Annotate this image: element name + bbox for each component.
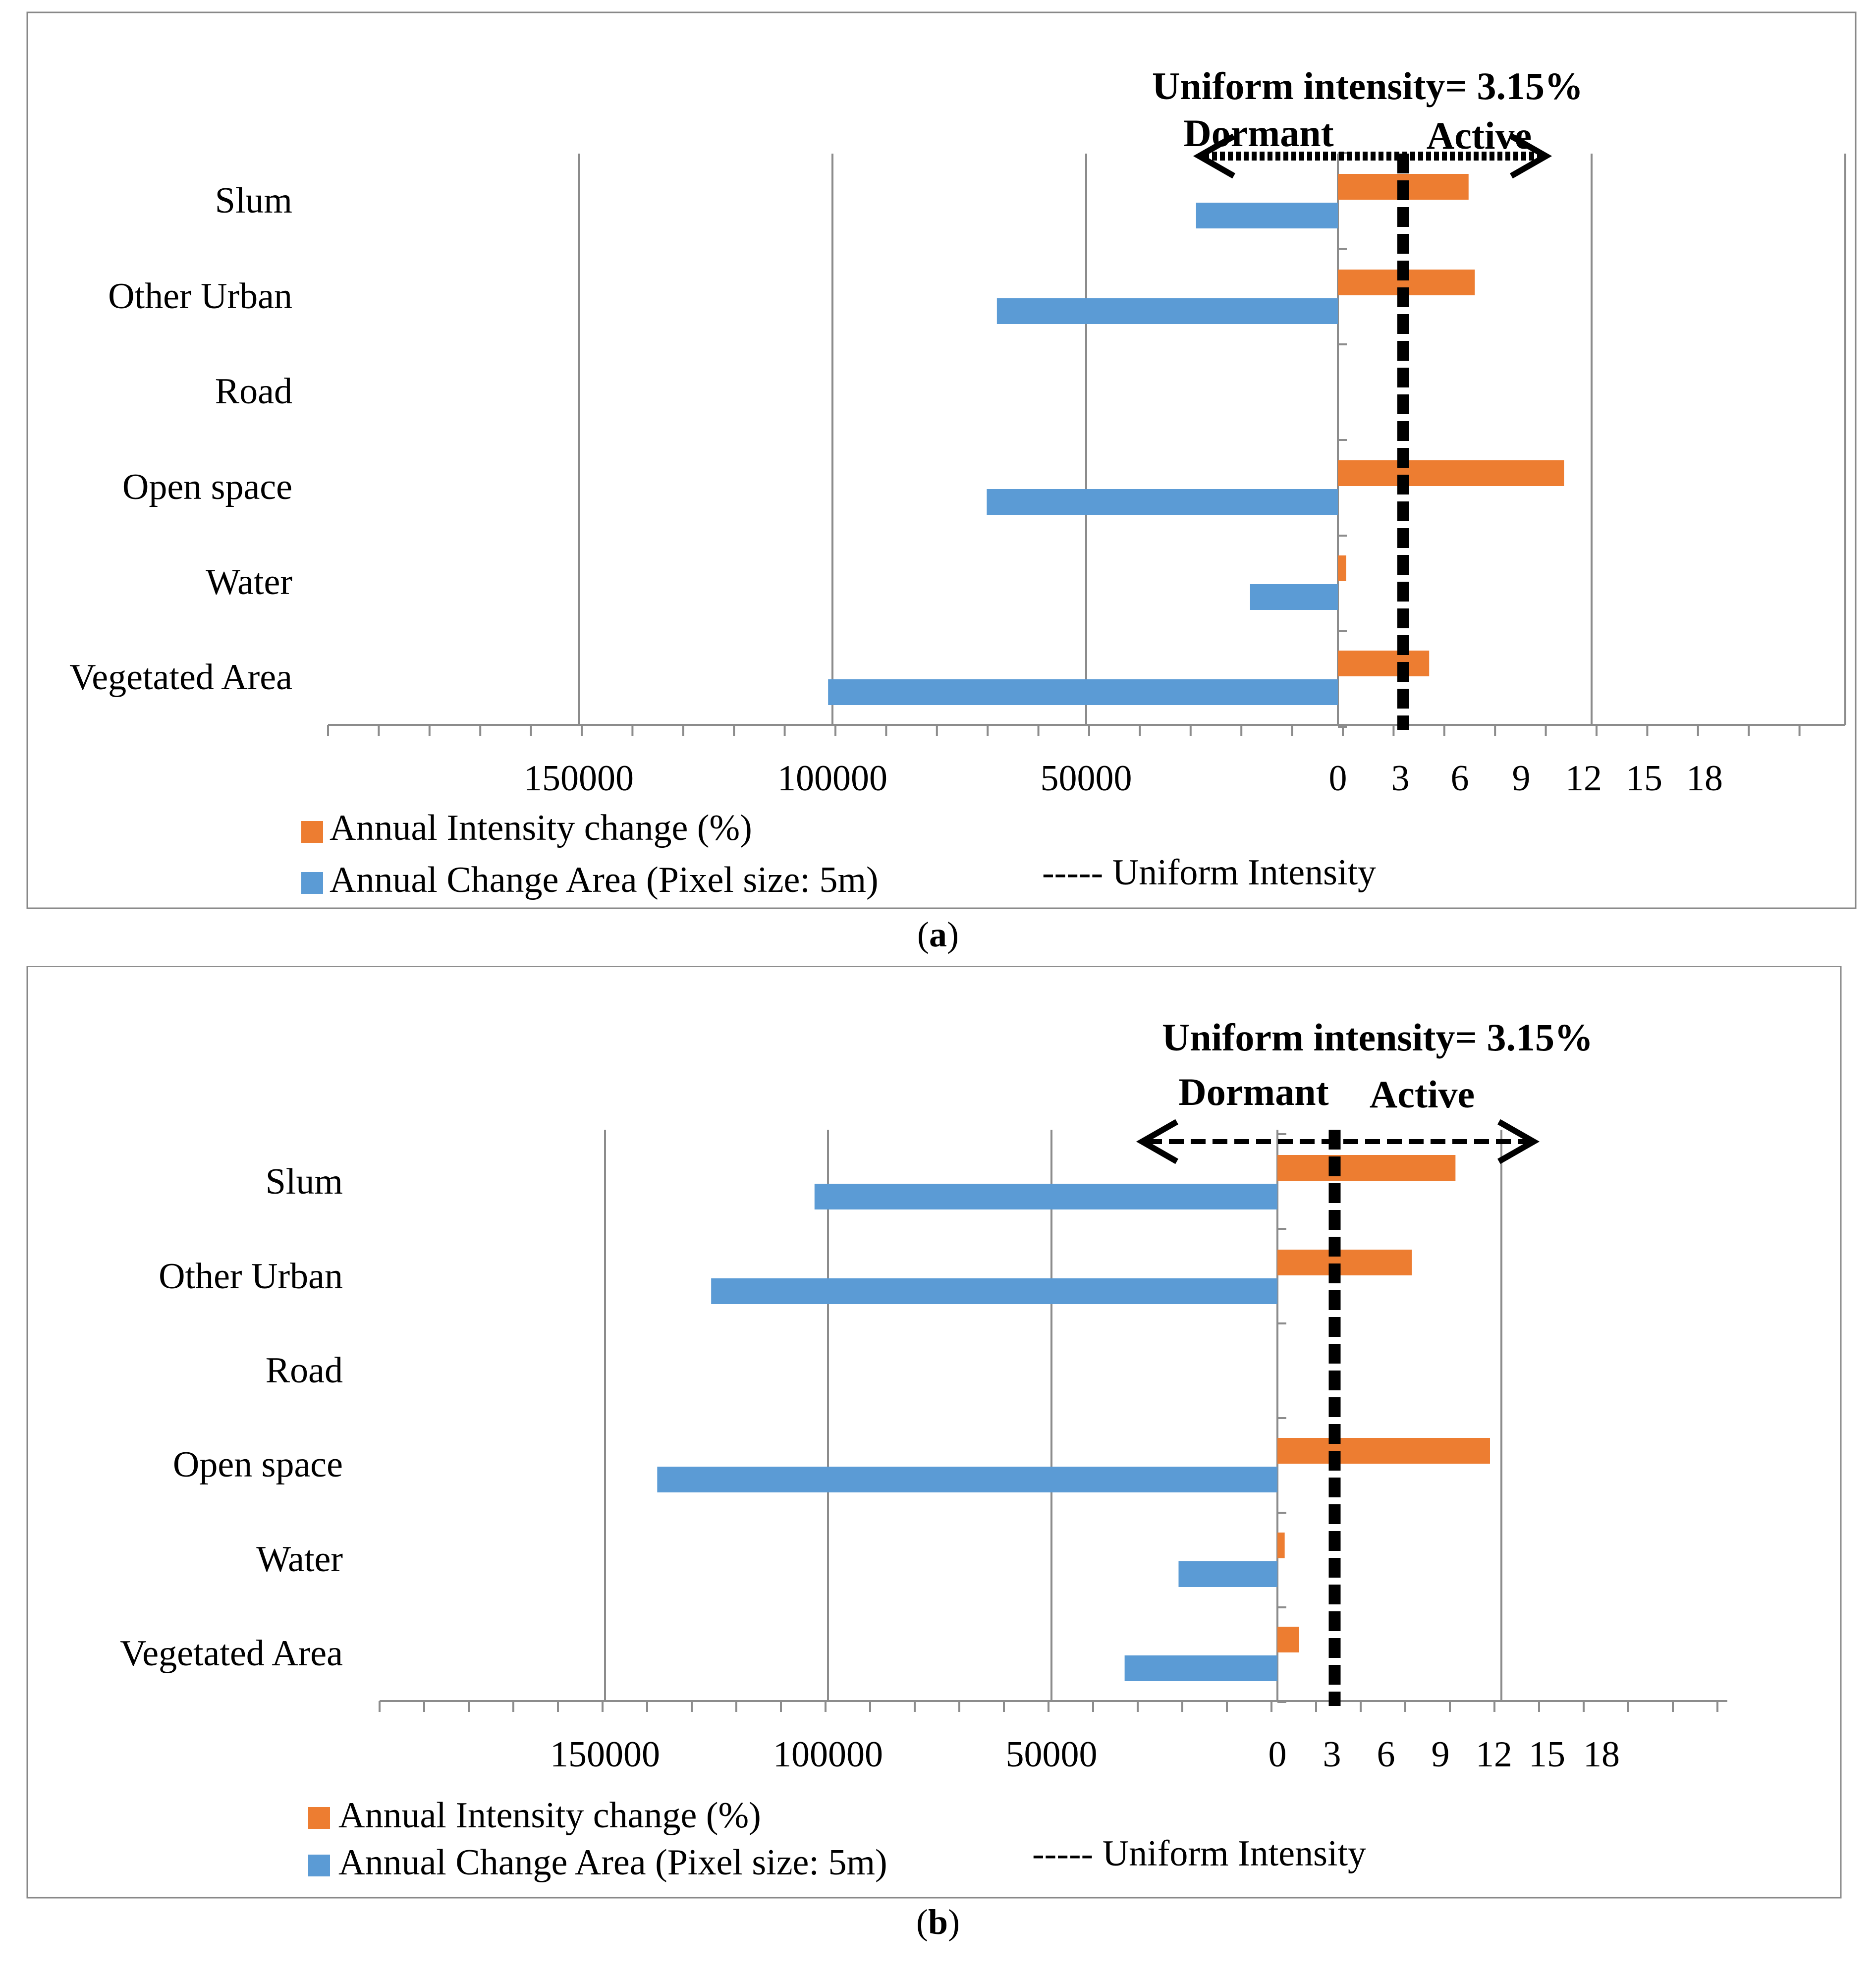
intensity-bar bbox=[1277, 1533, 1285, 1558]
arrowhead-right bbox=[1497, 1119, 1540, 1164]
intensity-tick-label: 6 bbox=[1377, 1734, 1395, 1775]
legend-swatch-intensity bbox=[301, 821, 323, 843]
intensity-tick-label: 3 bbox=[1323, 1734, 1341, 1775]
active-label: Active bbox=[1370, 1073, 1475, 1116]
chart-frame-a bbox=[26, 11, 1857, 909]
intensity-tick-label: 9 bbox=[1432, 1734, 1450, 1775]
area-tick-label: 100000 bbox=[773, 1734, 883, 1775]
category-label-slum: Slum bbox=[266, 1161, 343, 1202]
category-label-open-space: Open space bbox=[173, 1444, 343, 1485]
arrowhead-left bbox=[1136, 1119, 1178, 1164]
category-label-open-space: Open space bbox=[122, 467, 292, 507]
intensity-bar bbox=[1277, 1627, 1299, 1652]
category-label-vegetated-area: Vegetated Area bbox=[69, 657, 292, 698]
area-tick-label: 100000 bbox=[777, 758, 887, 799]
dormant-label: Dormant bbox=[1183, 111, 1333, 155]
intensity-tick-label: 9 bbox=[1512, 758, 1531, 799]
intensity-tick-label: 15 bbox=[1626, 758, 1662, 799]
legend-swatch-area bbox=[301, 872, 323, 894]
chart-b: Slum Other Urban Road Open space Water Vegeta… bbox=[26, 966, 1842, 1899]
dormant-label: Dormant bbox=[1178, 1070, 1328, 1113]
area-bar bbox=[1250, 584, 1338, 610]
intensity-tick-label: 0 bbox=[1329, 758, 1347, 799]
category-label-other-urban: Other Urban bbox=[159, 1256, 343, 1297]
caption-b: (b) bbox=[916, 1902, 960, 1942]
intensity-tick-label: 12 bbox=[1476, 1734, 1512, 1775]
area-bar bbox=[996, 298, 1338, 324]
intensity-bar bbox=[1338, 651, 1430, 676]
legend-label-intensity: Annual Intensity change (%) bbox=[338, 1795, 761, 1836]
intensity-bar bbox=[1277, 1438, 1490, 1464]
legend-label-area: Annual Change Area (Pixel size: 5m) bbox=[338, 1842, 887, 1883]
category-label-slum: Slum bbox=[215, 180, 292, 221]
caption-a: (a) bbox=[917, 915, 959, 954]
area-bar bbox=[814, 1184, 1277, 1209]
area-tick-label: 50000 bbox=[1041, 758, 1132, 799]
intensity-bar bbox=[1277, 1250, 1412, 1275]
arrowhead-left bbox=[1193, 133, 1235, 179]
chart-title: Uniform intensity= 3.15% bbox=[1152, 64, 1583, 108]
intensity-tick-label: 18 bbox=[1583, 1734, 1620, 1775]
category-label-other-urban: Other Urban bbox=[108, 276, 292, 317]
chart-panel-b: Slum Other Urban Road Open space Water Vegeta… bbox=[0, 966, 1876, 1976]
intensity-tick-label: 0 bbox=[1269, 1734, 1287, 1775]
intensity-tick-label: 6 bbox=[1451, 758, 1469, 799]
area-bar bbox=[1196, 203, 1338, 228]
area-tick-label: 150000 bbox=[550, 1734, 660, 1775]
chart-title: Uniform intensity= 3.15% bbox=[1162, 1016, 1593, 1059]
category-label-vegetated-area: Vegetated Area bbox=[120, 1633, 343, 1674]
intensity-bar bbox=[1277, 1155, 1456, 1181]
legend-label-area: Annual Change Area (Pixel size: 5m) bbox=[330, 860, 879, 900]
area-bar bbox=[828, 679, 1338, 705]
area-bar bbox=[711, 1278, 1277, 1304]
chart-panel-a: Slum Other Urban Road Open space Water Vegeta… bbox=[0, 0, 1876, 971]
area-tick-label: 150000 bbox=[524, 758, 634, 799]
area-bar bbox=[657, 1467, 1277, 1492]
intensity-tick-label: 3 bbox=[1391, 758, 1410, 799]
category-label-water: Water bbox=[256, 1539, 343, 1580]
intensity-bar bbox=[1338, 460, 1564, 486]
arrowhead-right bbox=[1510, 133, 1552, 179]
category-label-road: Road bbox=[215, 371, 292, 412]
legend-label-intensity: Annual Intensity change (%) bbox=[330, 808, 752, 848]
intensity-tick-label: 18 bbox=[1686, 758, 1723, 799]
intensity-tick-label: 15 bbox=[1529, 1734, 1565, 1775]
legend-swatch-intensity bbox=[308, 1807, 330, 1829]
chart-frame-b bbox=[26, 966, 1842, 1899]
legend-swatch-area bbox=[308, 1855, 330, 1876]
area-bar bbox=[1124, 1655, 1277, 1681]
area-tick-label: 50000 bbox=[1006, 1734, 1098, 1775]
intensity-bar bbox=[1338, 555, 1346, 581]
intensity-tick-label: 12 bbox=[1565, 758, 1602, 799]
legend-label-uniform: ----- Uniform Intensity bbox=[1032, 1833, 1366, 1874]
area-bar bbox=[987, 489, 1338, 515]
legend-label-uniform: ----- Uniform Intensity bbox=[1042, 852, 1376, 893]
chart-a: Slum Other Urban Road Open space Water Vegeta… bbox=[26, 11, 1857, 909]
category-label-road: Road bbox=[266, 1350, 343, 1391]
category-label-water: Water bbox=[206, 562, 292, 603]
area-bar bbox=[1178, 1561, 1277, 1587]
